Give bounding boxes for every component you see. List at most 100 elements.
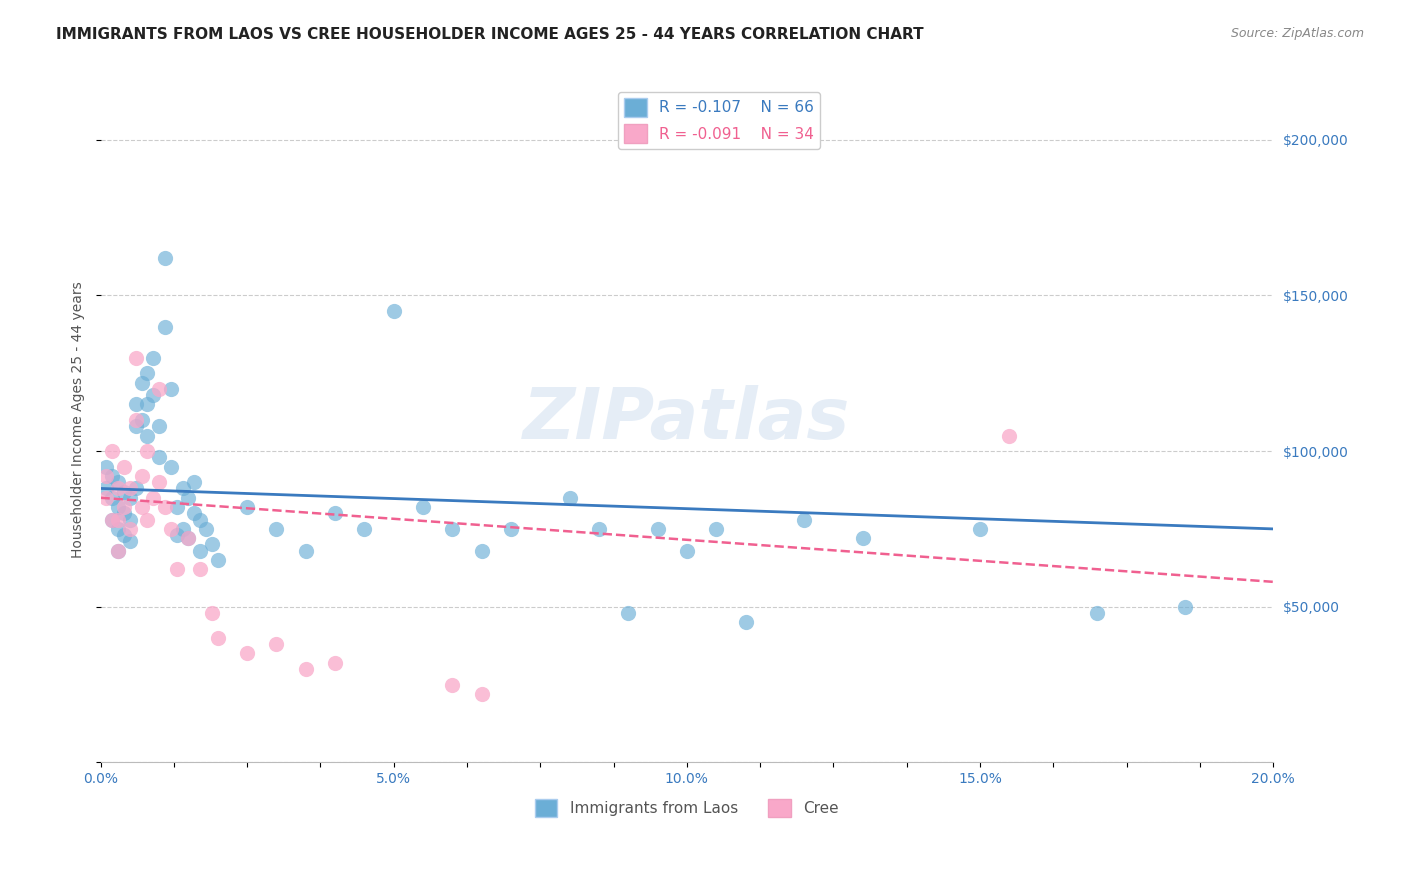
Point [195, 522, 218, 536]
Point [294, 662, 316, 676]
Point [107, 543, 129, 558]
Point [852, 531, 875, 545]
Point [101, 444, 124, 458]
Point [142, 351, 165, 365]
Point [125, 482, 148, 496]
Point [96, 491, 118, 505]
Point [588, 522, 610, 536]
Point [142, 491, 165, 505]
Point [734, 615, 756, 630]
Point [112, 500, 135, 515]
Point [353, 522, 375, 536]
Point [793, 512, 815, 526]
Point [323, 506, 346, 520]
Point [172, 522, 194, 536]
Point [118, 512, 141, 526]
Point [148, 382, 170, 396]
Point [412, 500, 434, 515]
Point [131, 413, 153, 427]
Point [188, 562, 211, 576]
Point [172, 482, 194, 496]
Point [471, 687, 494, 701]
Point [160, 459, 183, 474]
Point [131, 376, 153, 390]
Point [441, 522, 464, 536]
Point [266, 522, 288, 536]
Point [998, 428, 1021, 442]
Point [142, 388, 165, 402]
Point [136, 397, 159, 411]
Point [166, 500, 188, 515]
Point [101, 469, 124, 483]
Point [96, 469, 118, 483]
Point [969, 522, 991, 536]
Point [704, 522, 727, 536]
Point [107, 475, 129, 490]
Point [153, 500, 176, 515]
Point [201, 606, 224, 620]
Point [112, 459, 135, 474]
Point [266, 637, 288, 651]
Point [112, 528, 135, 542]
Point [118, 491, 141, 505]
Point [201, 537, 224, 551]
Text: ZIPatlas: ZIPatlas [523, 385, 851, 454]
Point [148, 450, 170, 465]
Point [136, 428, 159, 442]
Text: Source: ZipAtlas.com: Source: ZipAtlas.com [1230, 27, 1364, 40]
Point [617, 606, 640, 620]
Point [294, 543, 316, 558]
Point [647, 522, 669, 536]
Text: IMMIGRANTS FROM LAOS VS CREE HOUSEHOLDER INCOME AGES 25 - 44 YEARS CORRELATION C: IMMIGRANTS FROM LAOS VS CREE HOUSEHOLDER… [56, 27, 924, 42]
Point [136, 366, 159, 380]
Point [183, 506, 205, 520]
Legend: Immigrants from Laos, Cree: Immigrants from Laos, Cree [529, 792, 845, 823]
Point [207, 631, 229, 645]
Y-axis label: Householder Income Ages 25 - 44 years: Householder Income Ages 25 - 44 years [72, 282, 86, 558]
Point [107, 543, 129, 558]
Point [177, 531, 200, 545]
Point [107, 500, 129, 515]
Point [188, 543, 211, 558]
Point [188, 512, 211, 526]
Point [207, 553, 229, 567]
Point [148, 419, 170, 434]
Point [166, 562, 188, 576]
Point [153, 251, 176, 265]
Point [153, 319, 176, 334]
Point [101, 491, 124, 505]
Point [323, 656, 346, 670]
Point [125, 413, 148, 427]
Point [107, 512, 129, 526]
Point [160, 382, 183, 396]
Point [101, 512, 124, 526]
Point [112, 484, 135, 499]
Point [160, 522, 183, 536]
Point [177, 491, 200, 505]
Point [136, 512, 159, 526]
Point [148, 475, 170, 490]
Point [125, 419, 148, 434]
Point [236, 500, 259, 515]
Point [101, 512, 124, 526]
Point [558, 491, 581, 505]
Point [136, 444, 159, 458]
Point [118, 522, 141, 536]
Point [183, 475, 205, 490]
Point [382, 304, 405, 318]
Point [441, 677, 464, 691]
Point [236, 647, 259, 661]
Point [131, 469, 153, 483]
Point [131, 500, 153, 515]
Point [112, 506, 135, 520]
Point [96, 459, 118, 474]
Point [125, 397, 148, 411]
Point [177, 531, 200, 545]
Point [1174, 599, 1197, 614]
Point [125, 351, 148, 365]
Point [499, 522, 522, 536]
Point [96, 482, 118, 496]
Point [107, 522, 129, 536]
Point [1085, 606, 1108, 620]
Point [118, 534, 141, 549]
